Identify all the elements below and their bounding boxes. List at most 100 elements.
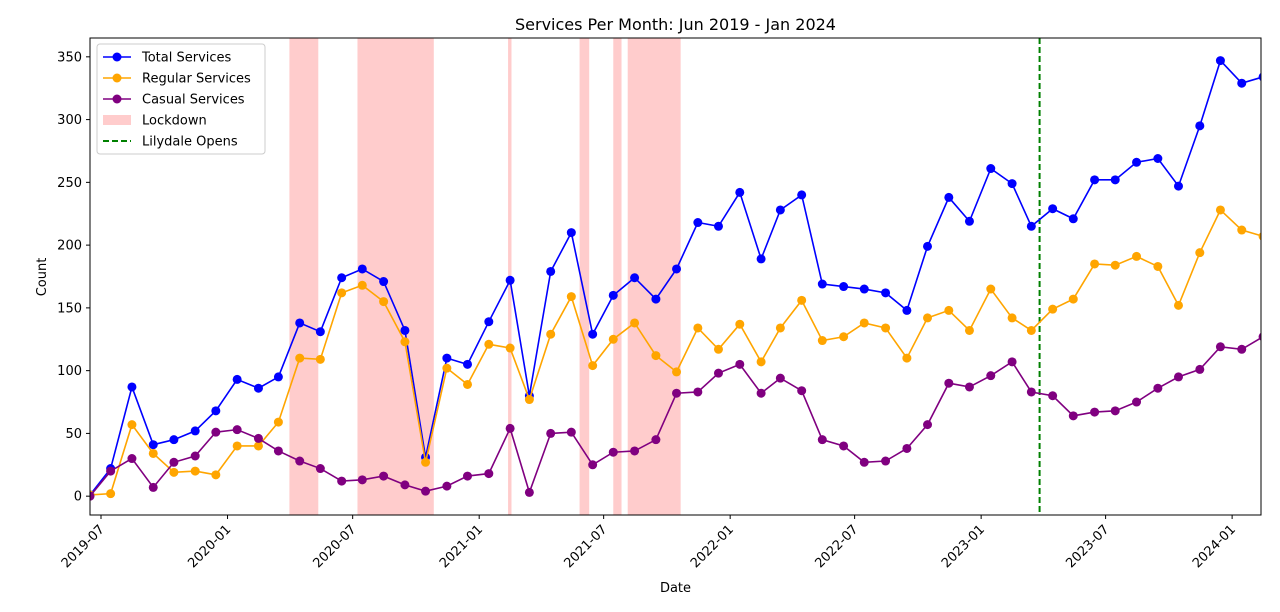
x-tick-label: 2023-01 (939, 522, 988, 571)
total-services-point (400, 325, 410, 335)
legend-label: Regular Services (142, 72, 251, 87)
regular-services-point (484, 339, 494, 349)
total-services-point (817, 279, 827, 289)
casual-services-point (817, 435, 827, 445)
regular-services-point (1090, 259, 1100, 269)
total-services-point (902, 305, 912, 315)
regular-services-point (1026, 325, 1036, 335)
casual-services-point (1090, 407, 1100, 417)
casual-services-point (484, 469, 494, 479)
total-services-point (1153, 154, 1163, 164)
x-axis-ticks: 2019-07 2020-01 2020-07 2021-01 2021-07 2022-… (59, 515, 1239, 571)
regular-services-point (713, 344, 723, 354)
x-tick-label: 2019-07 (59, 522, 108, 571)
regular-services-point (337, 288, 347, 298)
casual-services-point (106, 466, 116, 476)
total-services-point (1026, 221, 1036, 231)
regular-services-point (1153, 261, 1163, 271)
regular-services-point (881, 323, 891, 333)
total-services-point (1132, 157, 1142, 167)
y-tick-label: 100 (57, 364, 82, 379)
total-services-point (986, 164, 996, 174)
casual-services-point (127, 454, 137, 464)
lockdown-shading (289, 38, 681, 515)
total-services-point (337, 273, 347, 283)
casual-services-point (944, 378, 954, 388)
series-group (90, 56, 1261, 501)
total-services-point (315, 327, 325, 337)
casual-services-point (357, 475, 367, 485)
casual-services-point (169, 457, 179, 467)
regular-services-point (106, 489, 116, 499)
regular-services-point (462, 379, 472, 389)
casual-services-point (1153, 383, 1163, 393)
regular-services-point (944, 305, 954, 315)
total-services-point (462, 359, 472, 369)
legend-lockdown-swatch (103, 115, 131, 125)
casual-services-point (693, 387, 703, 397)
regular-services-point (608, 334, 618, 344)
total-services-point (588, 329, 598, 339)
regular-services-point (817, 336, 827, 346)
total-services-point (713, 221, 723, 231)
casual-services-point (756, 388, 766, 398)
y-tick-label: 150 (57, 301, 82, 316)
regular-services-point (775, 323, 785, 333)
total-services-point (756, 254, 766, 264)
total-services-point (232, 374, 242, 384)
regular-services-point (630, 318, 640, 328)
casual-services-point (735, 359, 745, 369)
regular-services-point (964, 325, 974, 335)
total-services-point (211, 406, 221, 416)
casual-services-point (1215, 342, 1225, 352)
casual-services-point (90, 491, 95, 501)
regular-services-point (735, 319, 745, 329)
total-services-point (442, 353, 452, 363)
total-services-point (1215, 56, 1225, 66)
total-services-point (1258, 72, 1261, 81)
regular-services-point (232, 441, 242, 451)
casual-services-point (148, 482, 158, 492)
regular-services-point (1173, 300, 1183, 310)
regular-services-point (839, 332, 849, 342)
total-services-point (1068, 214, 1078, 224)
casual-services-point (1237, 344, 1247, 354)
total-services-point (379, 277, 389, 287)
total-services-point (630, 273, 640, 283)
regular-services-point (756, 357, 766, 367)
lockdown-band (613, 38, 622, 515)
regular-services-point (295, 353, 305, 363)
regular-services-point (1132, 251, 1142, 261)
regular-services-point (986, 284, 996, 294)
casual-services-point (546, 428, 556, 438)
x-tick-label: 2024-01 (1190, 522, 1239, 571)
total-services-point (964, 216, 974, 226)
casual-services-point (1007, 357, 1017, 367)
legend-marker (112, 94, 122, 104)
casual-services-point (964, 382, 974, 392)
chart-title: Services Per Month: Jun 2019 - Jan 2024 (515, 15, 836, 34)
casual-services-point (902, 443, 912, 453)
casual-services-point (1195, 364, 1205, 374)
legend: Total Services Regular Services Casual Ser… (96, 43, 266, 155)
casual-services-point (630, 446, 640, 456)
y-tick-label: 250 (57, 176, 82, 191)
total-services-point (357, 264, 367, 274)
total-services-point (693, 218, 703, 228)
total-services-point (1048, 204, 1058, 214)
casual-services-point (1026, 387, 1036, 397)
casual-services-point (713, 368, 723, 378)
casual-services-point (190, 451, 200, 461)
y-tick-label: 300 (57, 113, 82, 128)
casual-services-point (273, 446, 283, 456)
casual-services-point (859, 457, 869, 467)
legend-label: Casual Services (142, 93, 245, 108)
y-tick-label: 50 (65, 427, 82, 442)
casual-services-point (1258, 332, 1261, 341)
regular-services-point (1195, 248, 1205, 258)
casual-services-point (672, 388, 682, 398)
casual-services-point (608, 447, 618, 457)
x-axis-title: Date (660, 581, 691, 596)
total-services-point (944, 192, 954, 202)
